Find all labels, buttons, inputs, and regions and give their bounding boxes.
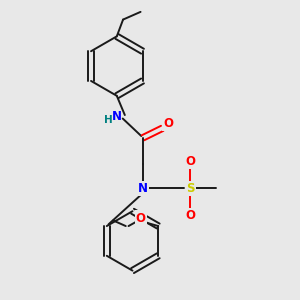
Text: N: N	[138, 182, 148, 195]
Text: S: S	[186, 182, 194, 195]
Text: O: O	[136, 212, 146, 224]
Text: O: O	[185, 209, 195, 222]
Text: O: O	[164, 117, 173, 130]
Text: O: O	[185, 155, 195, 168]
Text: H: H	[104, 115, 112, 125]
Text: N: N	[112, 110, 122, 123]
